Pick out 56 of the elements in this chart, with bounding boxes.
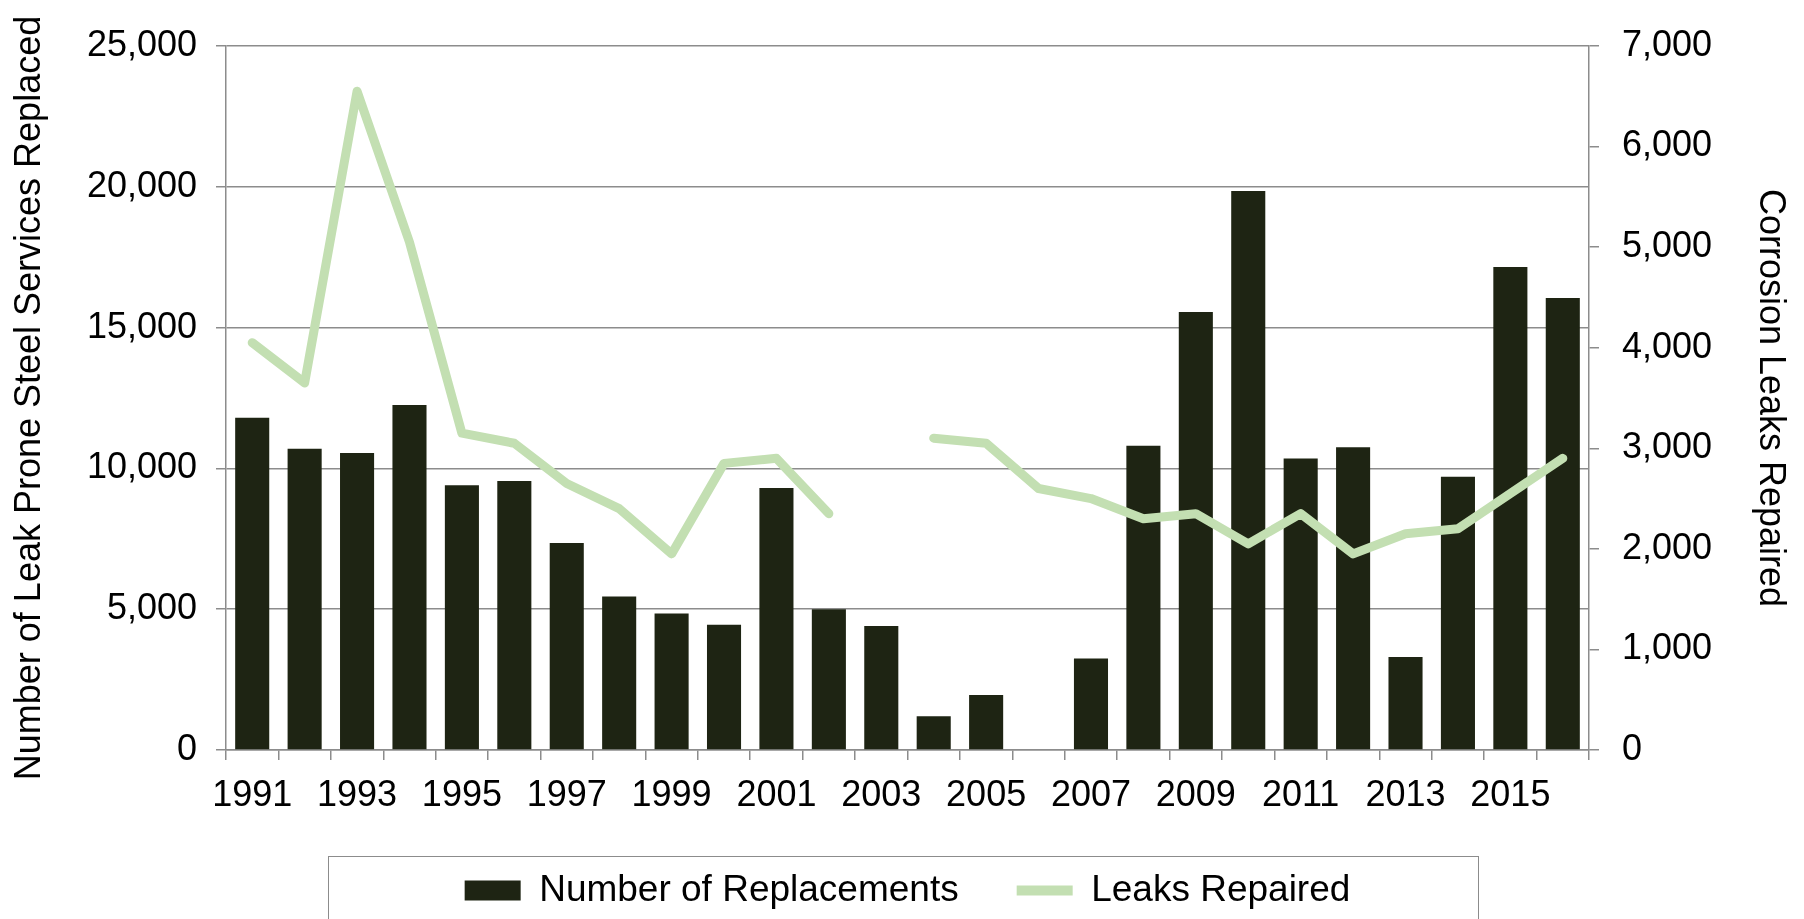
bar (759, 488, 794, 750)
x-tick-label: 2007 (1050, 772, 1132, 814)
y-tick-label: 10,000 (86, 445, 197, 487)
bar (654, 613, 689, 750)
y-tick-label: 15,000 (86, 304, 197, 346)
bar (235, 417, 270, 750)
bar (864, 626, 899, 750)
bar (549, 543, 584, 750)
x-tick-label: 1993 (317, 772, 398, 814)
bar (1178, 312, 1213, 750)
bar (1231, 191, 1266, 750)
bar (1126, 445, 1161, 750)
x-tick-label: 1997 (526, 772, 607, 814)
bar (287, 448, 322, 750)
bar (1545, 298, 1580, 750)
legend-label: Leaks Repaired (1091, 867, 1351, 909)
y-axis-title: Number of Leak Prone Steel Services Replaced (6, 15, 48, 781)
y2-tick-label: 3,000 (1622, 425, 1713, 467)
bar (497, 481, 532, 750)
y-tick-label: 5,000 (106, 586, 197, 628)
y2-axis-title: Corrosion Leaks Repaired (1752, 188, 1794, 608)
bar (602, 596, 637, 750)
y2-tick-label: 0 (1622, 726, 1643, 768)
bar (444, 485, 479, 750)
x-tick-label: 2015 (1470, 772, 1551, 814)
y2-tick-label: 6,000 (1622, 123, 1713, 165)
bar (1336, 447, 1371, 750)
y-tick-label: 20,000 (86, 163, 197, 205)
x-tick-label: 1995 (421, 772, 502, 814)
bar (1440, 476, 1475, 750)
bar (1073, 658, 1109, 750)
x-tick-label: 2013 (1365, 772, 1446, 814)
x-tick-label: 2003 (841, 772, 922, 814)
y2-tick-label: 4,000 (1622, 324, 1713, 366)
x-tick-label: 2009 (1155, 772, 1236, 814)
bar (1493, 267, 1528, 750)
x-tick-label: 1999 (631, 772, 712, 814)
y-tick-label: 0 (176, 726, 197, 768)
y2-tick-label: 7,000 (1622, 22, 1713, 64)
bar (916, 716, 951, 750)
x-tick-label: 2005 (946, 772, 1027, 814)
x-tick-label: 2011 (1261, 772, 1340, 814)
y-tick-label: 25,000 (86, 22, 197, 64)
bar (392, 405, 427, 750)
bar (340, 452, 375, 750)
bar (969, 695, 1004, 750)
y2-tick-label: 5,000 (1622, 224, 1713, 266)
x-tick-label: 1991 (212, 772, 293, 814)
y2-tick-label: 2,000 (1622, 525, 1713, 567)
y2-tick-label: 1,000 (1622, 626, 1713, 668)
bar (811, 609, 846, 750)
x-tick-label: 2001 (736, 772, 817, 814)
bar (706, 624, 742, 750)
legend-label: Number of Replacements (539, 867, 959, 909)
bar (1283, 458, 1318, 750)
bar (1388, 657, 1423, 750)
